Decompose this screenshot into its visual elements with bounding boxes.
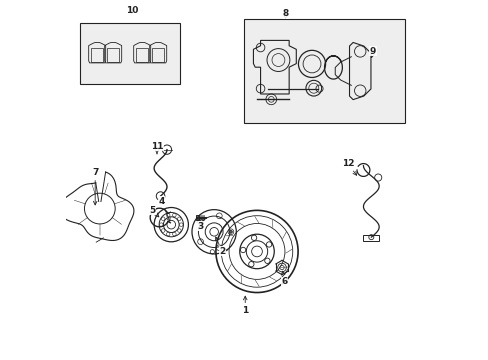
Bar [91,48,103,62]
Bar [195,215,198,220]
Text: 6: 6 [281,271,286,286]
Text: 1: 1 [242,296,248,315]
Text: 4: 4 [158,197,170,221]
Bar [244,19,405,123]
Text: 9: 9 [369,47,376,58]
Text: 11: 11 [150,141,163,154]
Text: 12: 12 [341,159,356,175]
Bar [80,23,180,84]
Text: 10: 10 [125,6,138,15]
Circle shape [229,230,232,233]
Bar [136,48,148,62]
Bar [152,48,163,62]
Text: 7: 7 [92,168,98,205]
Text: 8: 8 [282,9,288,19]
Bar [107,48,119,62]
Text: 3: 3 [197,219,203,231]
Text: 2: 2 [215,237,225,256]
Text: 5: 5 [149,206,159,217]
Bar [363,235,378,242]
